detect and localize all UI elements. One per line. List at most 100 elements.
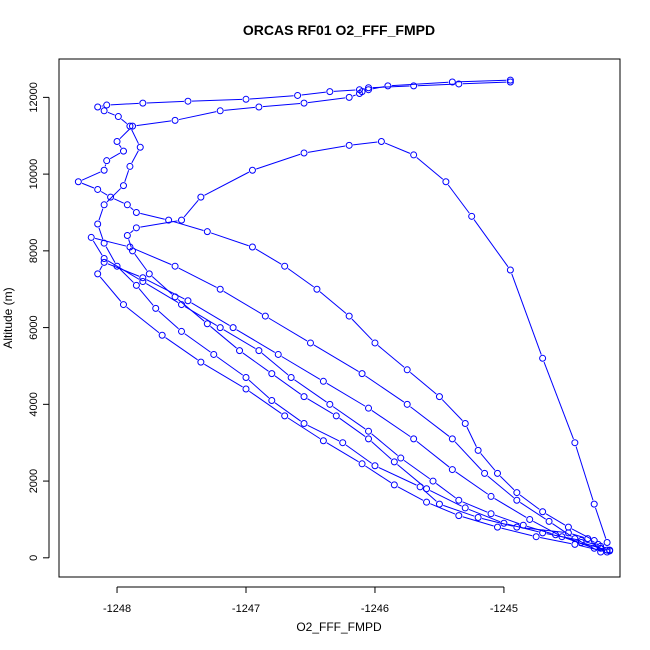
- data-point: [371, 339, 379, 347]
- series-segment: [307, 398, 334, 415]
- series-segment: [480, 453, 496, 471]
- series-segment: [130, 230, 134, 234]
- series-segment: [131, 150, 139, 164]
- series-segment: [494, 514, 520, 525]
- y-tick-label: 8000: [28, 239, 40, 263]
- series-segment: [140, 212, 165, 220]
- data-point: [590, 544, 598, 552]
- series-segment: [136, 120, 172, 127]
- data-point: [274, 350, 282, 358]
- series-segment: [591, 540, 595, 543]
- data-point: [300, 149, 308, 157]
- series-segment: [242, 352, 269, 372]
- data-point: [319, 377, 327, 385]
- series-segment: [326, 382, 366, 407]
- series-segment: [313, 344, 359, 373]
- series-segment: [473, 219, 509, 268]
- data-point: [184, 297, 192, 305]
- data-point: [519, 521, 527, 529]
- series-segment: [499, 475, 515, 491]
- data-point: [87, 233, 95, 241]
- series-segment: [511, 273, 542, 355]
- data-point: [216, 285, 224, 293]
- series-segment: [146, 283, 179, 303]
- data-point: [339, 439, 347, 447]
- data-point: [506, 266, 514, 274]
- series-segment: [351, 318, 373, 341]
- series-segment: [119, 268, 134, 283]
- data-point: [300, 393, 308, 401]
- data-point: [100, 201, 108, 209]
- data-point: [365, 404, 373, 412]
- data-point: [197, 358, 205, 366]
- series-segment: [481, 518, 514, 527]
- series-segment: [572, 533, 585, 538]
- series-segment: [104, 164, 107, 167]
- data-point: [455, 512, 463, 520]
- data-point: [100, 258, 108, 266]
- series-segment: [545, 513, 566, 526]
- data-point: [365, 84, 373, 92]
- series-segment: [118, 144, 122, 149]
- series-segment: [261, 352, 289, 376]
- data-point: [358, 460, 366, 468]
- series-segment: [307, 145, 346, 153]
- series-segment: [441, 399, 463, 421]
- data-point: [129, 122, 137, 130]
- data-point: [216, 324, 224, 332]
- data-point: [410, 435, 418, 443]
- data-point: [100, 166, 108, 174]
- data-point: [571, 540, 579, 548]
- data-point: [132, 224, 140, 232]
- y-tick-label: 12000: [28, 82, 40, 113]
- data-point: [123, 232, 131, 240]
- series-segment: [416, 157, 444, 180]
- data-point: [606, 547, 614, 555]
- series-segment: [204, 171, 250, 196]
- series-segment: [575, 446, 594, 501]
- series-segment: [339, 417, 366, 437]
- data-point: [100, 255, 108, 263]
- data-point: [564, 523, 572, 531]
- data-point: [468, 212, 476, 220]
- series-segment: [216, 356, 244, 376]
- series-segment: [172, 220, 204, 232]
- data-point: [171, 116, 179, 124]
- data-point: [506, 78, 514, 86]
- data-point: [119, 147, 127, 155]
- x-tick-label: -1247: [232, 603, 260, 615]
- data-point: [506, 76, 514, 84]
- data-point: [242, 95, 250, 103]
- data-point: [584, 535, 592, 543]
- series-segment: [353, 141, 378, 146]
- data-point: [100, 107, 108, 115]
- series-segment: [268, 317, 308, 342]
- data-point: [126, 122, 134, 130]
- x-axis-label: O2_FFF_FMPD: [296, 620, 382, 634]
- data-point: [552, 531, 560, 539]
- series-segment: [287, 268, 314, 288]
- x-tick-label: -1248: [103, 603, 131, 615]
- data-point: [107, 193, 115, 201]
- data-point: [448, 466, 456, 474]
- series-segment: [519, 502, 546, 520]
- series-segment: [98, 227, 104, 240]
- series-segment: [255, 248, 282, 265]
- data-point: [229, 324, 237, 332]
- series-layer: [74, 76, 614, 556]
- data-point: [397, 454, 405, 462]
- data-point: [526, 515, 534, 523]
- data-point: [603, 538, 611, 546]
- series-segment: [409, 371, 437, 395]
- y-tick-label: 10000: [28, 159, 40, 190]
- series-segment: [223, 290, 263, 315]
- data-point: [313, 285, 321, 293]
- series-segment: [287, 417, 321, 440]
- y-tick-label: 2000: [28, 469, 40, 493]
- data-point: [94, 270, 102, 278]
- data-point: [281, 262, 289, 270]
- data-point: [493, 469, 501, 477]
- data-point: [114, 113, 122, 121]
- data-point: [139, 99, 147, 107]
- data-point: [326, 400, 334, 408]
